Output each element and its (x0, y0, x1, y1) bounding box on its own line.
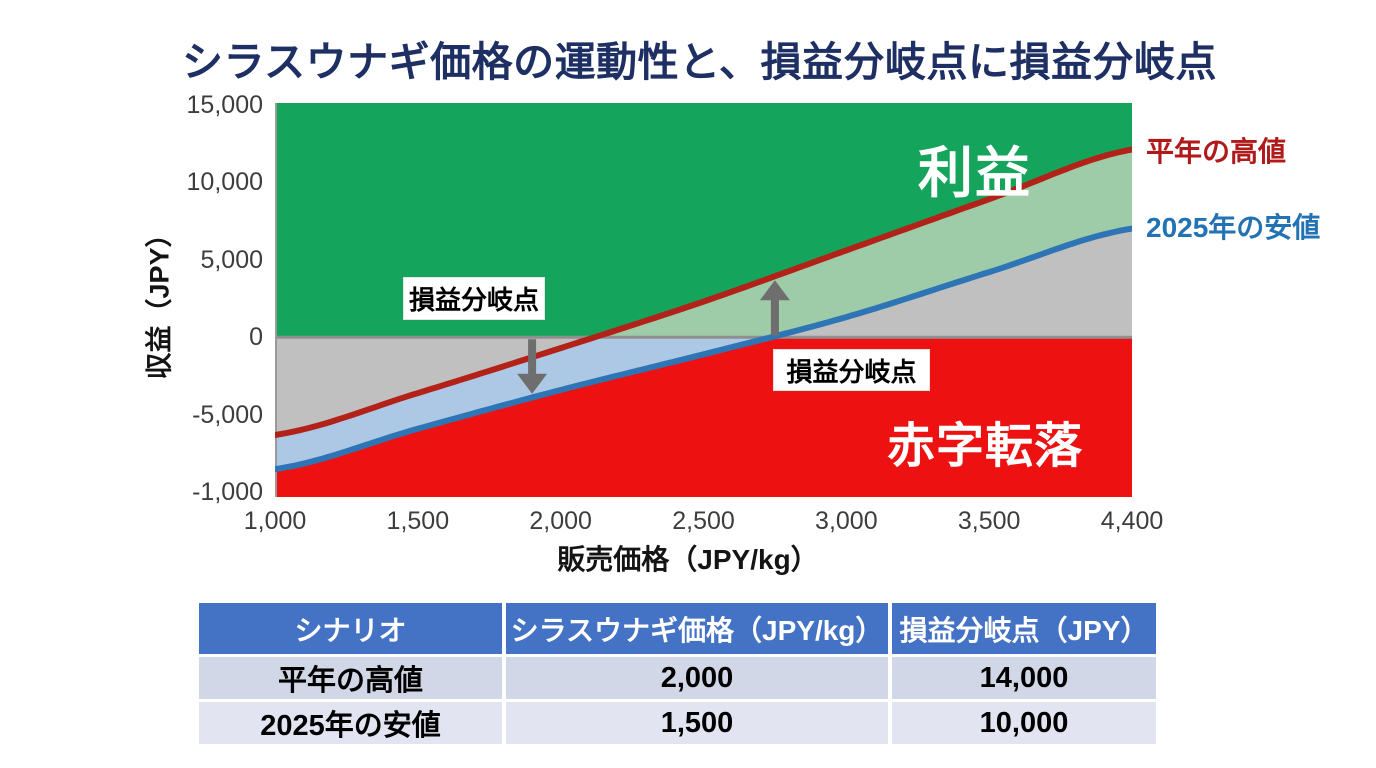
y-tick-label: 0 (249, 323, 263, 352)
x-tick-label: 4,400 (1100, 507, 1164, 535)
table-header-scenario: シナリオ (199, 603, 502, 654)
table-cell-price-1: 2,000 (506, 657, 888, 699)
table-cell-scenario-1: 平年の高値 (199, 657, 502, 699)
high-price-line (275, 146, 1132, 438)
x-tick-label: 2,000 (529, 507, 592, 535)
breakeven-arrowhead-down (517, 373, 548, 394)
table-cell-breakeven-2: 10,000 (892, 702, 1156, 744)
breakeven-arrowhead-up (759, 280, 790, 301)
y-tick-label: 10,000 (186, 168, 263, 197)
table-cell-price-2: 1,500 (506, 702, 888, 744)
x-tick-label: 3,000 (815, 507, 878, 535)
y-tick-label: 5,000 (200, 245, 263, 274)
table-cell-breakeven-1: 14,000 (892, 657, 1156, 699)
y-tick-label: 15,000 (186, 90, 263, 119)
breakeven-annotation-right: 損益分岐点 (773, 349, 930, 391)
table-header-breakeven: 損益分岐点（JPY） (892, 603, 1156, 654)
y-tick-label: -5,000 (192, 400, 263, 429)
x-axis-title: 販売価格（JPY/kg） (557, 544, 819, 575)
table-cell-scenario-2: 2025年の安値 (199, 702, 502, 744)
legend-low-price-label: 2025年の安値 (1146, 212, 1321, 243)
x-tick-label: 2,500 (672, 507, 735, 535)
scenario-table: シナリオ シラスウナギ価格（JPY/kg） 損益分岐点（JPY） 平年の高値 2… (199, 603, 1156, 744)
y-tick-label: -1,000 (192, 478, 263, 507)
legend-high-price-label: 平年の高値 (1146, 136, 1287, 167)
x-tick-label: 1,500 (386, 507, 450, 535)
profit-region-label: 利益 (917, 142, 1033, 204)
x-tick-label: 3,500 (957, 507, 1021, 535)
breakeven-annotation-left: 損益分岐点 (403, 277, 545, 320)
table-header-price: シラスウナギ価格（JPY/kg） (506, 603, 888, 654)
x-tick-label: 1,000 (243, 507, 307, 535)
low-price-line (275, 225, 1132, 473)
chart-title: シラスウナギ価格の運動性と、損益分岐点に損益分岐点 (182, 39, 1218, 85)
loss-region-label: 赤字転落 (886, 420, 1084, 473)
